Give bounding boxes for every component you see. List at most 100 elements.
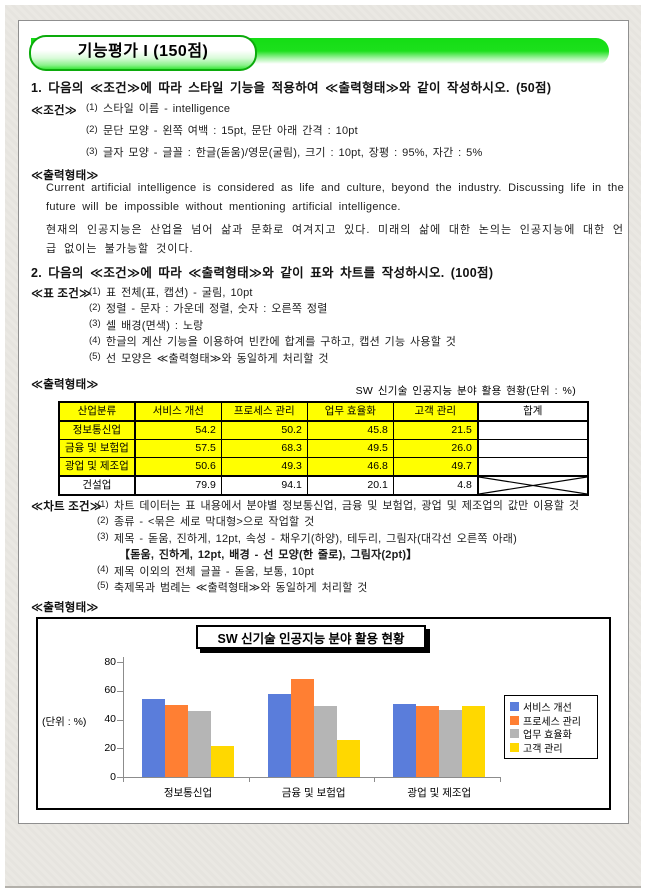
condition-text: 선 모양은 ≪출력형태≫와 동일하게 처리할 것: [106, 352, 329, 365]
table-condition-label: ≪표 조건≫: [31, 288, 92, 300]
condition-number: (3): [89, 318, 101, 330]
sample-paragraph-korean: 현재의 인공지능은 산업을 넘어 삶과 문화로 여겨지고 있다. 미래의 삶에 …: [46, 224, 624, 255]
condition-number: (1): [86, 101, 98, 113]
y-tick-mark: [117, 777, 123, 778]
output-format-label: ≪출력형태≫: [31, 170, 99, 182]
y-tick-label: 80: [104, 655, 116, 668]
condition-number: (1): [89, 285, 101, 297]
chart-plot-area: 0 20 40 60 80 정보통신업 금융 및 보험업 광업 및 제조업: [38, 619, 609, 808]
condition-text: 축제목과 범례는 ≪출력형태≫와 동일하게 처리할 것: [114, 581, 368, 594]
x-tick-mark: [374, 777, 376, 782]
table-header-cell: 고객 관리: [392, 401, 479, 422]
legend-label: 고객 관리: [523, 743, 563, 755]
bar: [142, 699, 165, 777]
condition-text: 스타일 이름 - intelligence: [103, 103, 231, 115]
table-header-cell-sum: 합계: [477, 401, 589, 422]
condition-text: 문단 모양 - 왼쪽 여백 : 15pt, 문단 아래 간격 : 10pt: [103, 125, 358, 137]
x-category-label: 정보통신업: [163, 787, 213, 799]
value-cell: 49.7: [392, 457, 479, 477]
x-tick-mark: [123, 777, 124, 782]
question2-heading: 2. 다음의 ≪조건≫에 따라 ≪출력형태≫와 같이 표와 차트를 작성하시오.…: [31, 266, 494, 280]
y-tick-mark: [117, 690, 123, 692]
table-condition-list: (1) 표 전체(표, 캡션) - 굴림, 10pt (2) 정렬 - 문자 :…: [89, 284, 456, 366]
condition-text: 글자 모양 - 글꼴 : 한글(돋움)/영문(굴림), 크기 : 10pt, 장…: [103, 147, 483, 159]
y-tick-mark: [117, 748, 123, 750]
sum-cell-empty: [477, 439, 589, 458]
condition-item: (2) 종류 - <묶은 세로 막대형>으로 작업할 것: [97, 513, 579, 529]
value-cell: 54.2: [134, 420, 222, 440]
value-cell: 50.2: [220, 420, 308, 440]
bar: [416, 706, 440, 777]
condition-number: (5): [97, 580, 109, 592]
condition-text: 제목 - 돋움, 진하게, 12pt, 속성 - 채우기(하양), 테두리, 그…: [114, 532, 517, 545]
value-cell: 45.8: [306, 420, 394, 440]
legend-swatch-icon: [510, 742, 519, 752]
y-tick-label: 40: [104, 713, 116, 725]
condition-number: (3): [86, 145, 98, 157]
condition-text: 차트 데이터는 표 내용에서 분야별 정보통신업, 금융 및 보험업, 광업 및…: [114, 500, 580, 512]
condition-item: (2) 문단 모양 - 왼쪽 여백 : 15pt, 문단 아래 간격 : 10p…: [86, 122, 482, 144]
row-label-cell: 건설업: [58, 475, 136, 496]
bar-chart: 0 20 40 60 80 정보통신업 금융 및 보험업 광업 및 제조업 SW 신기술 인공…: [36, 617, 611, 810]
value-cell: 4.8: [392, 475, 479, 496]
bar: [439, 709, 463, 777]
table-caption: SW 신기술 인공지능 분야 활용 현황(단위 : %): [355, 385, 576, 397]
document-page: 기능평가 I (150점) 1. 다음의 ≪조건≫에 따라 스타일 기능을 적용…: [18, 20, 629, 824]
sample-paragraph-english: Current artificial intelligence is consi…: [46, 182, 624, 213]
table-header-cell: 업무 효율화: [306, 401, 394, 422]
condition-number: (1): [97, 498, 109, 510]
bar: [462, 705, 486, 777]
sum-cell-empty: [477, 457, 589, 477]
condition-item: (1) 스타일 이름 - intelligence: [86, 100, 482, 122]
legend-swatch-icon: [510, 702, 519, 712]
legend-label: 프로세스 관리: [523, 716, 581, 728]
bar: [188, 711, 211, 777]
x-tick-mark: [248, 777, 250, 782]
value-cell: 68.3: [220, 439, 308, 458]
condition-number: (2): [89, 301, 101, 313]
condition-text: 셀 배경(면색) : 노랑: [106, 319, 204, 332]
condition-text: 표 전체(표, 캡션) - 굴림, 10pt: [106, 287, 253, 299]
x-category-label: 광업 및 제조업: [407, 787, 472, 799]
value-cell: 79.9: [134, 475, 222, 496]
table-header-cell: 서비스 개선: [134, 401, 222, 422]
condition-item: (3) 글자 모양 - 글꼴 : 한글(돋움)/영문(굴림), 크기 : 10p…: [86, 144, 482, 166]
y-tick-mark: [117, 719, 123, 721]
legend-item: 서비스 개선: [510, 700, 592, 714]
table-header-cell: 프로세스 관리: [220, 401, 308, 422]
x-axis-line: [123, 777, 500, 778]
condition-number: (4): [97, 564, 109, 576]
bar: [165, 704, 188, 777]
value-cell: 26.0: [392, 439, 479, 458]
chart-condition-label: ≪차트 조건≫: [31, 501, 102, 513]
chart-title: SW 신기술 인공지능 분야 활용 현황: [196, 625, 426, 649]
table-row: 광업 및 제조업 50.6 49.3 46.8 49.7: [58, 457, 589, 477]
y-tick-label: 0: [110, 770, 116, 783]
sum-cell-empty: [477, 420, 589, 440]
question1-heading: 1. 다음의 ≪조건≫에 따라 스타일 기능을 적용하여 ≪출력형태≫와 같이 …: [31, 81, 552, 95]
row-label-cell: 광업 및 제조업: [58, 457, 136, 477]
y-axis-line: [123, 657, 124, 777]
chart-y-axis-label: (단위 : %): [42, 716, 87, 728]
legend-item: 프로세스 관리: [510, 714, 592, 728]
condition-list: (1) 스타일 이름 - intelligence (2) 문단 모양 - 왼쪽…: [86, 100, 482, 166]
chart-condition-list: (1) 차트 데이터는 표 내용에서 분야별 정보통신업, 금융 및 보험업, …: [97, 497, 579, 595]
y-tick-label: 60: [104, 684, 116, 697]
legend-label: 업무 효율화: [523, 730, 572, 742]
output-format-label: ≪출력형태≫: [31, 602, 99, 614]
legend-swatch-icon: [510, 729, 519, 739]
condition-item: (5) 축제목과 범례는 ≪출력형태≫와 동일하게 처리할 것: [97, 579, 579, 595]
condition-text: 【돋움, 진하게, 12pt, 배경 - 선 모양(한 줄로), 그림자(2pt…: [119, 549, 418, 562]
row-label-cell: 금융 및 보험업: [58, 439, 136, 458]
condition-label: ≪조건≫: [31, 105, 78, 117]
sum-cell-crossed: [477, 475, 589, 496]
value-cell: 50.6: [134, 457, 222, 477]
bar: [313, 705, 337, 777]
legend-swatch-icon: [510, 715, 519, 725]
value-cell: 46.8: [306, 457, 394, 477]
condition-item: (3) 셀 배경(면색) : 노랑: [89, 317, 456, 333]
data-table: 산업분류 서비스 개선 프로세스 관리 업무 효율화 고객 관리 합계 정보통신…: [58, 401, 589, 496]
value-cell: 21.5: [392, 420, 479, 440]
table-header-cell: 산업분류: [58, 401, 136, 422]
legend-item: 업무 효율화: [510, 727, 592, 741]
